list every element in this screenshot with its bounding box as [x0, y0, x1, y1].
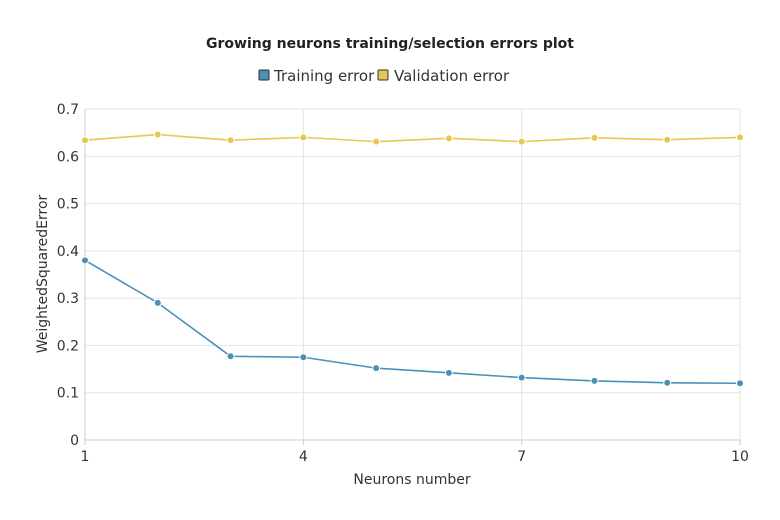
y-tick-label: 0.3 — [57, 291, 79, 307]
y-tick-label: 0.2 — [57, 338, 79, 354]
data-point-training[interactable] — [517, 373, 526, 382]
data-point-training[interactable] — [372, 364, 381, 373]
data-point-training[interactable] — [299, 353, 308, 362]
data-point-validation[interactable] — [299, 133, 308, 142]
data-point-training[interactable] — [81, 256, 89, 265]
y-tick-label: 0.1 — [57, 386, 79, 402]
legend-swatch-validation — [377, 69, 389, 81]
y-tick-label: 0.6 — [57, 149, 79, 165]
data-point-training[interactable] — [226, 352, 235, 361]
chart-title: Growing neurons training/selection error… — [206, 36, 574, 52]
data-point-validation[interactable] — [372, 137, 381, 146]
data-point-validation[interactable] — [153, 130, 162, 139]
y-tick-labels: 0 0.1 0.2 0.3 0.4 0.5 0.6 0.7 — [57, 102, 79, 449]
y-tick-label: 0 — [70, 433, 79, 449]
series — [81, 130, 744, 388]
data-point-validation[interactable] — [81, 136, 89, 145]
legend-item-validation[interactable]: Validation error — [377, 67, 510, 85]
grid — [85, 108, 741, 440]
y-tick-label: 0.4 — [57, 244, 79, 260]
data-point-training[interactable] — [663, 378, 672, 387]
x-tick-label: 10 — [731, 449, 749, 465]
x-tick-label: 4 — [299, 449, 308, 465]
legend: Training error Validation error — [258, 67, 510, 85]
data-point-training[interactable] — [736, 379, 744, 388]
data-point-validation[interactable] — [590, 133, 599, 142]
series-line-training — [84, 259, 741, 385]
data-point-validation[interactable] — [226, 136, 235, 145]
y-tick-label: 0.7 — [57, 102, 79, 118]
data-point-training[interactable] — [590, 376, 599, 385]
series-line-validation — [84, 133, 741, 143]
data-point-validation[interactable] — [736, 133, 744, 142]
x-tick-label: 1 — [81, 449, 90, 465]
data-point-validation[interactable] — [444, 134, 453, 143]
legend-item-training[interactable]: Training error — [258, 67, 375, 85]
y-axis-label: WeightedSquaredError — [35, 194, 51, 353]
legend-swatch-training — [258, 69, 270, 81]
legend-label-validation: Validation error — [394, 67, 510, 85]
y-tick-label: 0.5 — [57, 197, 79, 213]
data-point-validation[interactable] — [517, 137, 526, 146]
data-point-validation[interactable] — [663, 135, 672, 144]
data-point-training[interactable] — [444, 368, 453, 377]
x-axis-label: Neurons number — [353, 472, 470, 488]
legend-label-training: Training error — [273, 67, 375, 85]
axes — [84, 109, 741, 445]
x-tick-labels: 1 4 7 10 — [81, 449, 749, 465]
data-point-training[interactable] — [153, 298, 162, 307]
x-tick-label: 7 — [517, 449, 526, 465]
